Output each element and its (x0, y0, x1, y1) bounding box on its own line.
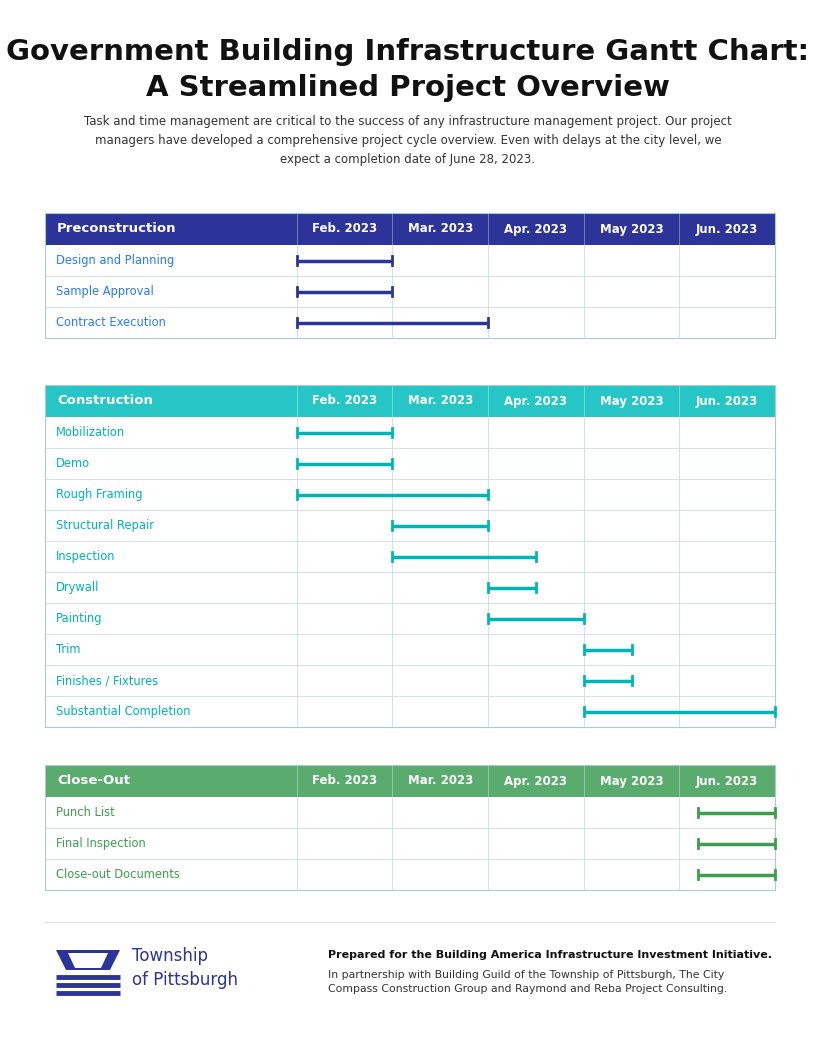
Text: Jun. 2023: Jun. 2023 (696, 774, 758, 788)
Text: Feb. 2023: Feb. 2023 (312, 774, 377, 788)
Text: Trim: Trim (56, 643, 81, 656)
Text: Feb. 2023: Feb. 2023 (312, 395, 377, 408)
Text: Feb. 2023: Feb. 2023 (312, 223, 377, 235)
Bar (45, 541, 775, 572)
Bar (45, 448, 775, 479)
Bar (45, 385, 775, 727)
Text: Mar. 2023: Mar. 2023 (408, 223, 473, 235)
Bar (45, 634, 775, 665)
Text: Demo: Demo (56, 457, 90, 470)
Text: Apr. 2023: Apr. 2023 (504, 223, 567, 235)
Text: Mobilization: Mobilization (56, 426, 125, 439)
Text: Structural Repair: Structural Repair (56, 518, 154, 532)
Text: May 2023: May 2023 (600, 223, 663, 235)
Text: Close-Out: Close-Out (57, 774, 130, 788)
Text: May 2023: May 2023 (600, 774, 663, 788)
Text: Jun. 2023: Jun. 2023 (696, 395, 758, 408)
Bar (45, 213, 775, 338)
Polygon shape (56, 950, 120, 970)
Text: Sample Approval: Sample Approval (56, 285, 153, 298)
Bar (45, 665, 775, 696)
Bar (45, 859, 775, 890)
Text: Drywall: Drywall (56, 581, 100, 593)
Text: In partnership with Building Guild of the Township of Pittsburgh, The City
Compa: In partnership with Building Guild of th… (328, 970, 727, 995)
Text: Mar. 2023: Mar. 2023 (408, 395, 473, 408)
Bar (45, 245, 775, 276)
Text: Construction: Construction (57, 395, 153, 408)
Bar (45, 213, 775, 245)
Bar (45, 797, 775, 828)
Polygon shape (68, 953, 108, 968)
Text: Rough Framing: Rough Framing (56, 488, 143, 501)
Text: Apr. 2023: Apr. 2023 (504, 774, 567, 788)
Text: Contract Execution: Contract Execution (56, 316, 166, 329)
Bar (45, 696, 775, 727)
Text: Jun. 2023: Jun. 2023 (696, 223, 758, 235)
Bar (45, 479, 775, 510)
Text: Design and Planning: Design and Planning (56, 254, 175, 267)
Bar (45, 510, 775, 541)
Text: Mar. 2023: Mar. 2023 (408, 774, 473, 788)
Text: Apr. 2023: Apr. 2023 (504, 395, 567, 408)
Bar (45, 765, 775, 797)
Text: Substantial Completion: Substantial Completion (56, 705, 190, 718)
Text: Punch List: Punch List (56, 806, 115, 819)
Text: Finishes / Fixtures: Finishes / Fixtures (56, 674, 158, 687)
Bar (45, 765, 775, 890)
Bar (45, 572, 775, 603)
Bar (45, 385, 775, 417)
Text: Inspection: Inspection (56, 550, 116, 563)
Text: Government Building Infrastructure Gantt Chart:
A Streamlined Project Overview: Government Building Infrastructure Gantt… (7, 38, 809, 101)
Text: Preconstruction: Preconstruction (57, 223, 176, 235)
Text: May 2023: May 2023 (600, 395, 663, 408)
Bar (45, 603, 775, 634)
Bar (45, 828, 775, 859)
Bar (45, 276, 775, 307)
Text: Close-out Documents: Close-out Documents (56, 868, 180, 881)
Text: Task and time management are critical to the success of any infrastructure manag: Task and time management are critical to… (84, 115, 732, 166)
Text: Township
of Pittsburgh: Township of Pittsburgh (132, 947, 238, 988)
Text: Final Inspection: Final Inspection (56, 837, 146, 850)
Text: Painting: Painting (56, 612, 103, 625)
Text: Prepared for the Building America Infrastructure Investment Initiative.: Prepared for the Building America Infras… (328, 950, 772, 960)
Bar (45, 417, 775, 448)
Bar (45, 307, 775, 338)
